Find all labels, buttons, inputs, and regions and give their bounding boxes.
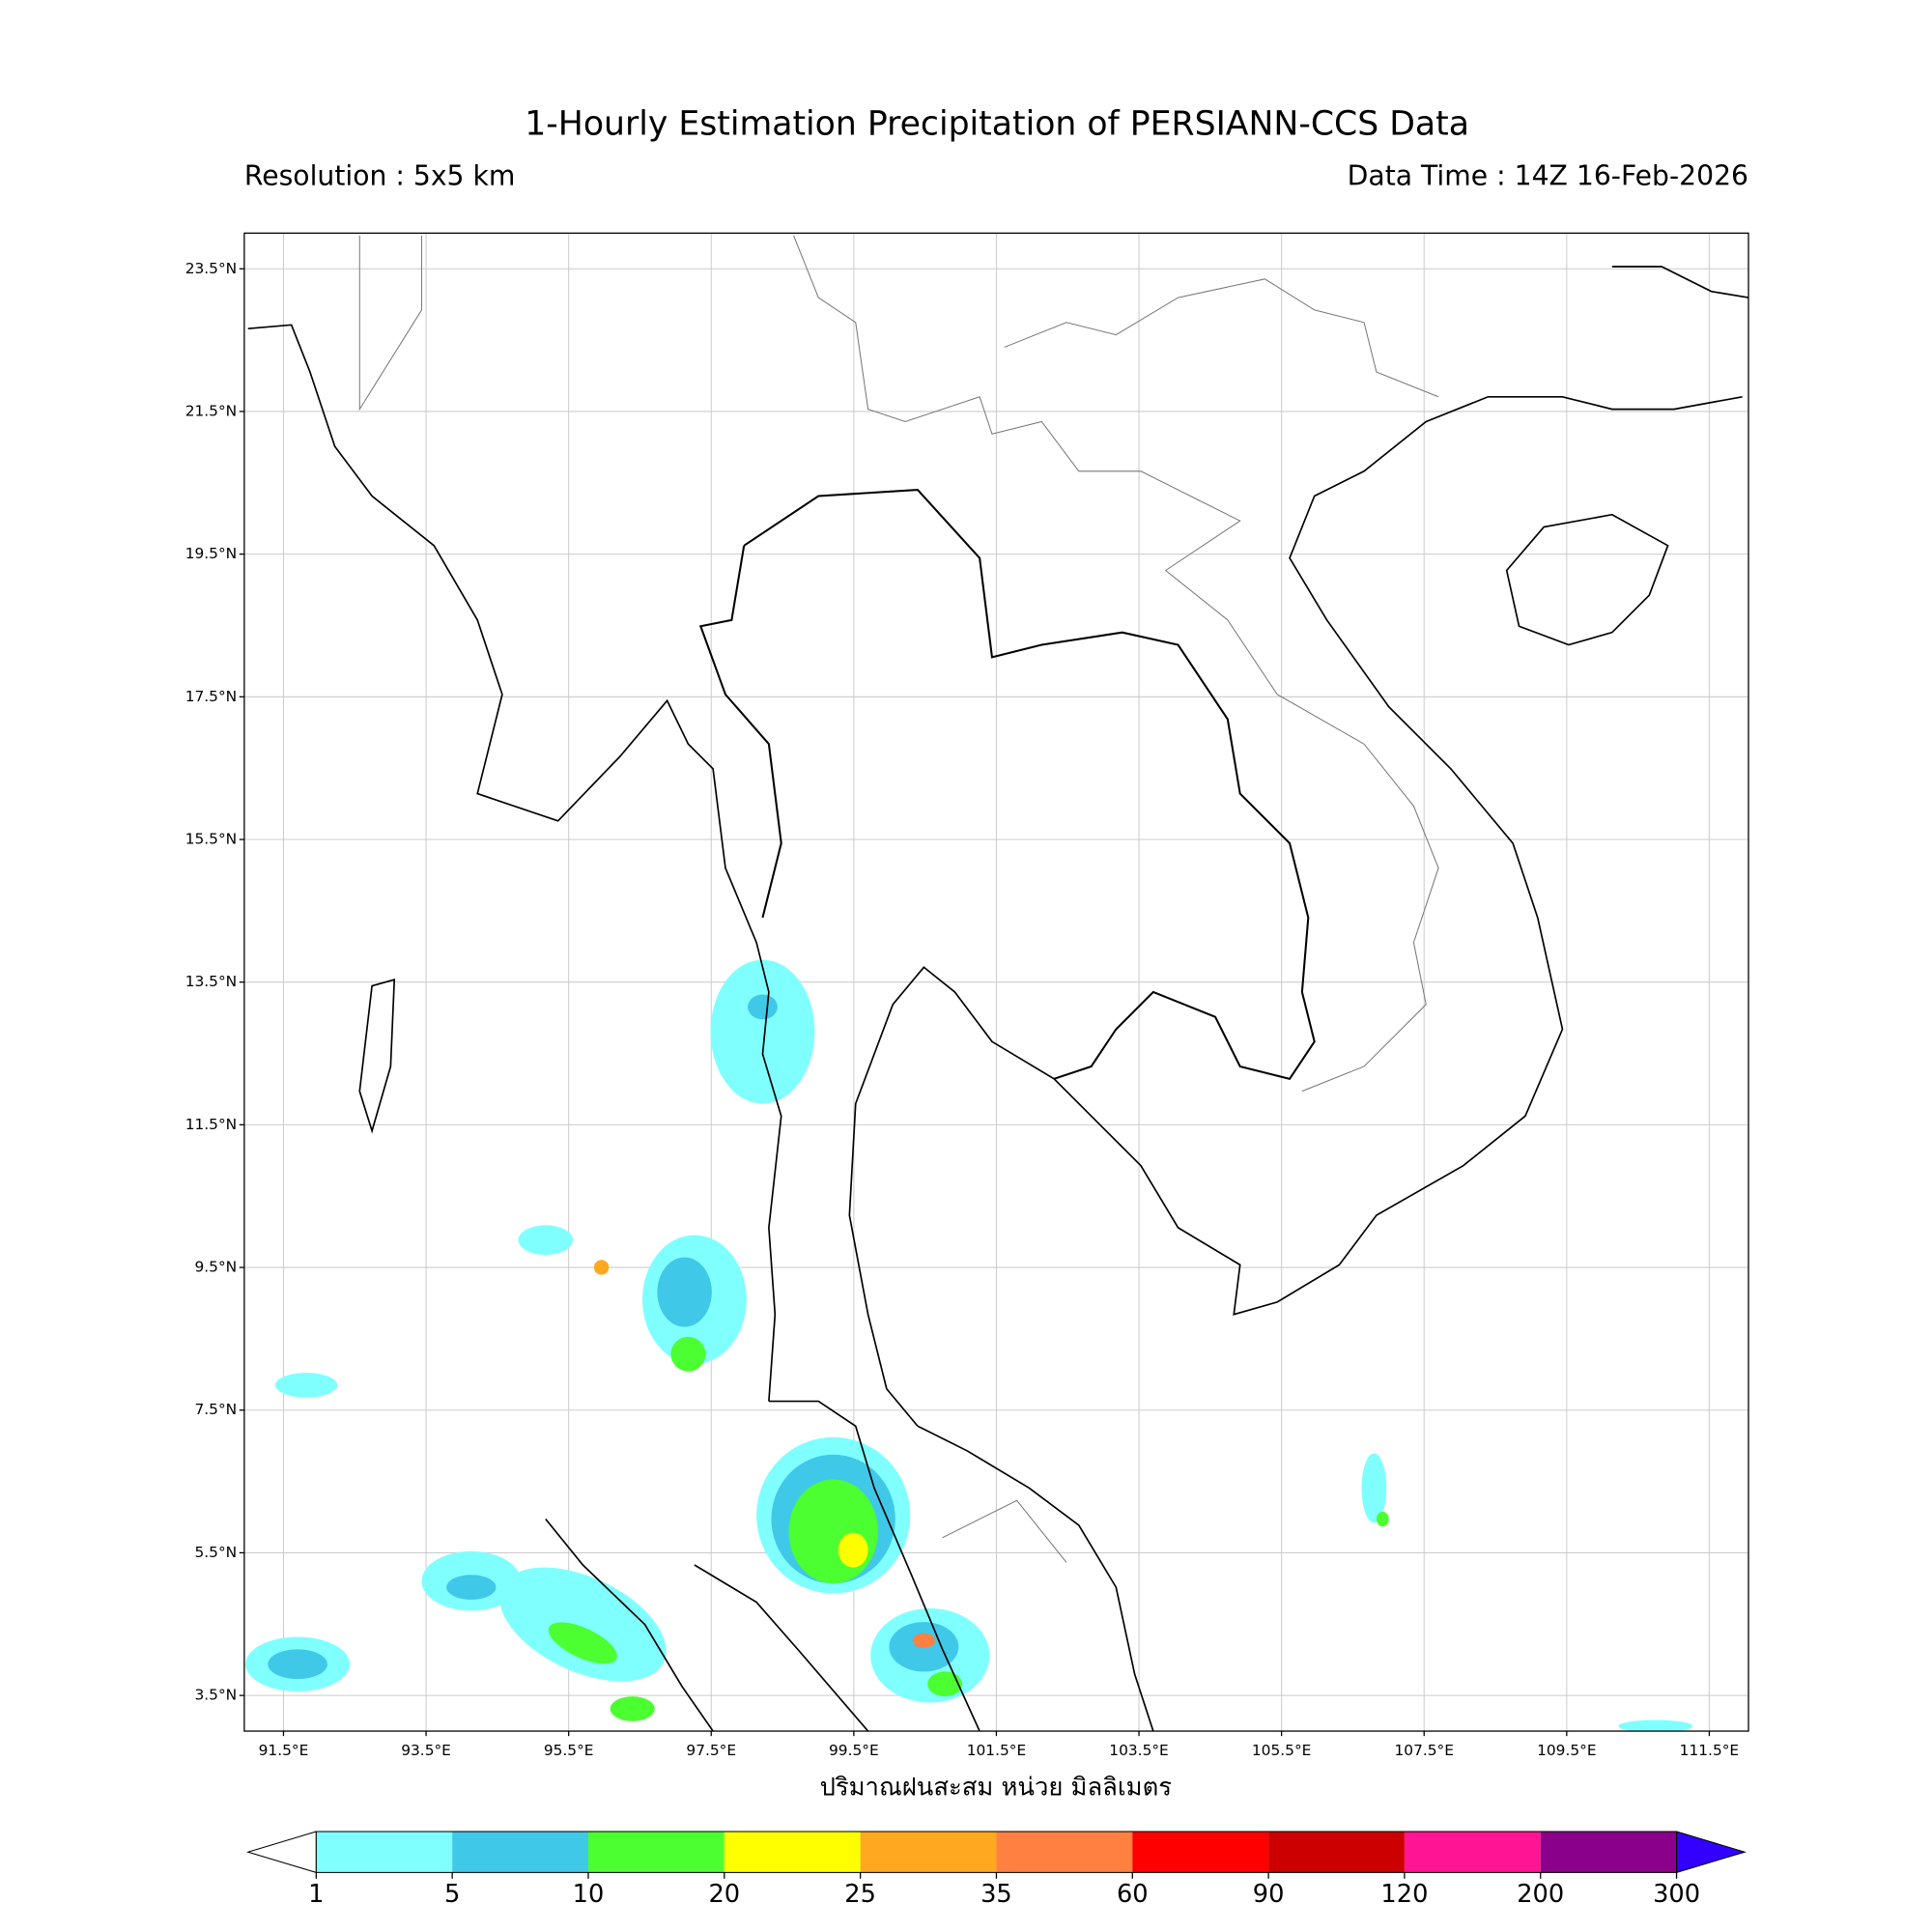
data-time: Data Time : 14Z 16-Feb-2026	[1348, 160, 1748, 192]
lat-tick-label: 13.5°N	[185, 973, 237, 990]
colorbar-segment	[1132, 1832, 1269, 1873]
lon-tick-label: 107.5°E	[1394, 1742, 1453, 1759]
ticks: 23.5°N 21.5°N 19.5°N 17.5°N 15.5°N 13.5°N 11.5…	[185, 260, 1739, 1759]
lat-tick-label: 23.5°N	[185, 260, 237, 277]
lon-tick-label: 95.5°E	[544, 1742, 594, 1759]
colorbar-under	[245, 1831, 317, 1874]
lat-tick-label: 19.5°N	[185, 545, 237, 562]
lat-tick-label: 15.5°N	[185, 831, 237, 848]
colorbar-tick-label: 200	[1517, 1880, 1564, 1909]
colorbar-segment	[1268, 1832, 1405, 1873]
lat-tick-label: 21.5°N	[185, 402, 237, 419]
lon-tick-label: 105.5°E	[1252, 1742, 1311, 1759]
colorbar-tick-label: 300	[1653, 1880, 1700, 1909]
colorbar-tick-label: 20	[708, 1880, 740, 1909]
colorbar-tick-label: 10	[573, 1880, 605, 1909]
lat-tick-label: 5.5°N	[194, 1544, 237, 1561]
colorbar-segment	[860, 1832, 997, 1873]
lon-tick-label: 109.5°E	[1537, 1742, 1596, 1759]
colorbar-tick-label: 5	[444, 1880, 460, 1909]
colorbar-tick-label: 1	[308, 1880, 324, 1909]
resolution: Resolution : 5x5 km	[244, 160, 515, 192]
map-layer	[245, 235, 1749, 1732]
colorbar-segment	[587, 1832, 724, 1873]
title: 1-Hourly Estimation Precipitation of PER…	[525, 105, 1469, 144]
colorbar-segment	[1540, 1832, 1677, 1873]
grid	[243, 233, 1749, 1732]
lat-tick-label: 9.5°N	[194, 1259, 237, 1276]
colorbar-tick-label: 120	[1380, 1880, 1428, 1909]
rain-field	[245, 959, 1693, 1732]
lon-tick-label: 97.5°E	[686, 1742, 736, 1759]
colorbar-over	[1676, 1831, 1747, 1874]
lon-tick-label: 103.5°E	[1109, 1742, 1168, 1759]
lon-tick-label: 101.5°E	[967, 1742, 1026, 1759]
lat-tick-label: 3.5°N	[194, 1687, 237, 1704]
lon-tick-label: 93.5°E	[401, 1742, 451, 1759]
colorbar-segment	[1404, 1832, 1541, 1873]
lat-tick-label: 7.5°N	[194, 1401, 237, 1418]
colorbar: 1 5 10 20 25 35 60 90 120 200 300	[245, 1831, 1747, 1909]
colorbar-tick-label: 25	[844, 1880, 876, 1909]
lon-tick-label: 99.5°E	[829, 1742, 879, 1759]
lon-tick-label: 91.5°E	[259, 1742, 309, 1759]
colorbar-tick-label: 60	[1117, 1880, 1149, 1909]
colorbar-segment	[724, 1832, 861, 1873]
lat-tick-label: 11.5°N	[185, 1116, 237, 1133]
lat-tick-label: 17.5°N	[185, 688, 237, 705]
x-axis-label: ปริมาณฝนสะสม หน่วย มิลลิเมตร	[820, 1774, 1173, 1803]
lon-tick-label: 111.5°E	[1680, 1742, 1739, 1759]
colorbar-segment	[996, 1832, 1133, 1873]
colorbar-segment	[316, 1832, 453, 1873]
colorbar-tick-label: 90	[1253, 1880, 1285, 1909]
colorbar-segment	[452, 1832, 588, 1873]
colorbar-tick-label: 35	[980, 1880, 1012, 1909]
